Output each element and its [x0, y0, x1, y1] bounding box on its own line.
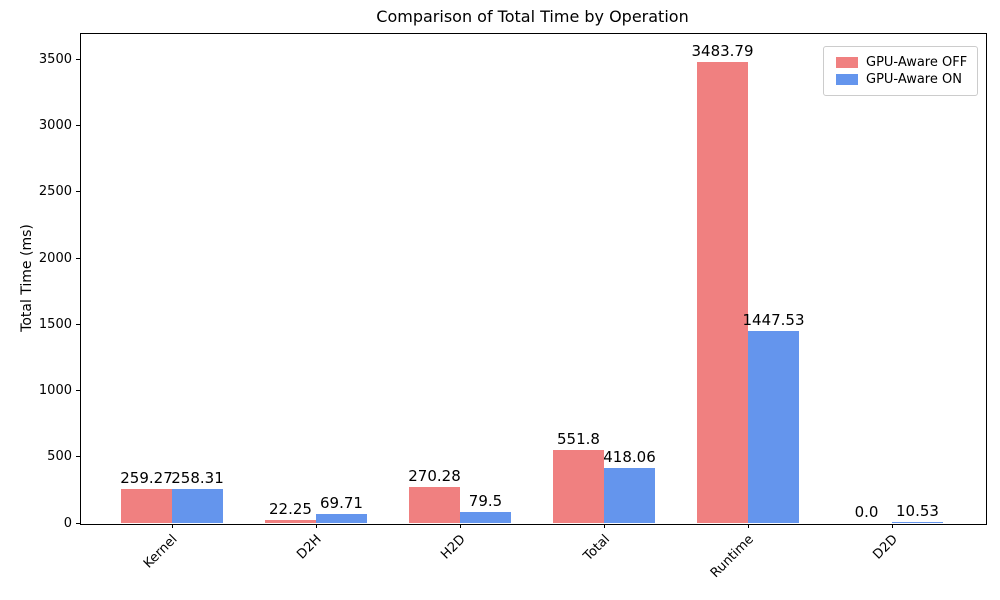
- bar-value-label: 79.5: [468, 492, 503, 511]
- bar-value-label: 0.0: [854, 503, 879, 521]
- bar-gpu-aware-off-total: [553, 449, 604, 523]
- bar-value-label: 270.28: [408, 467, 461, 486]
- bar-value-label: 1447.53: [742, 311, 805, 330]
- x-tick-label: Kernel: [141, 532, 181, 572]
- y-tick-mark: [76, 323, 80, 325]
- bar-value-label: 3483.79: [691, 41, 754, 60]
- x-tick-label: Total: [580, 532, 613, 565]
- y-tick-label: 3500: [38, 51, 72, 67]
- y-tick-label: 1000: [38, 383, 72, 399]
- y-tick-mark: [76, 390, 80, 392]
- x-tick-mark: [171, 524, 173, 528]
- x-tick-label: H2D: [438, 532, 469, 563]
- bar-value-label: 258.31: [171, 468, 224, 487]
- y-tick-label: 500: [47, 449, 72, 465]
- bar-gpu-aware-off-runtime: [697, 61, 748, 523]
- x-tick-label: D2D: [869, 532, 901, 563]
- y-tick-label: 0: [63, 515, 72, 531]
- x-tick-mark: [891, 524, 893, 528]
- y-tick-mark: [76, 522, 80, 524]
- bar-value-label: 259.27: [120, 468, 173, 487]
- legend: GPU-Aware OFF GPU-Aware ON: [823, 46, 978, 96]
- legend-swatch-gpu-aware-off: [836, 57, 858, 68]
- bar-gpu-aware-off-kernel: [121, 488, 172, 523]
- chart-title: Comparison of Total Time by Operation: [376, 7, 689, 26]
- y-tick-mark: [76, 257, 80, 259]
- y-axis-label: Total Time (ms): [19, 224, 35, 332]
- bar-gpu-aware-on-h2d: [460, 512, 511, 523]
- bar-gpu-aware-on-total: [604, 467, 655, 523]
- legend-item: GPU-Aware ON: [836, 72, 971, 87]
- x-tick-mark: [459, 524, 461, 528]
- x-tick-mark: [315, 524, 317, 528]
- y-tick-mark: [76, 456, 80, 458]
- bar-value-label: 418.06: [603, 447, 656, 466]
- x-tick-label: Runtime: [707, 532, 757, 582]
- bar-gpu-aware-on-kernel: [172, 488, 223, 523]
- y-tick-label: 3000: [38, 118, 72, 134]
- legend-swatch-gpu-aware-on: [836, 74, 858, 85]
- plot-area: [80, 33, 987, 525]
- legend-label: GPU-Aware ON: [866, 72, 962, 87]
- bar-gpu-aware-on-d2d: [892, 521, 943, 523]
- y-tick-mark: [76, 125, 80, 127]
- bar-value-label: 69.71: [320, 493, 363, 512]
- bar-gpu-aware-on-runtime: [748, 331, 799, 523]
- y-tick-label: 2500: [38, 184, 72, 200]
- bar-value-label: 22.25: [269, 500, 312, 519]
- bar-gpu-aware-on-d2h: [316, 513, 367, 523]
- x-tick-mark: [603, 524, 605, 528]
- y-tick-label: 1500: [38, 316, 72, 332]
- y-tick-label: 2000: [38, 250, 72, 266]
- bar-gpu-aware-off-h2d: [409, 487, 460, 523]
- y-tick-mark: [76, 58, 80, 60]
- legend-label: GPU-Aware OFF: [866, 55, 968, 70]
- x-tick-label: D2H: [294, 532, 325, 563]
- bar-value-label: 551.8: [557, 429, 600, 448]
- y-tick-mark: [76, 191, 80, 193]
- legend-item: GPU-Aware OFF: [836, 55, 971, 70]
- bar-value-label: 10.53: [896, 501, 939, 520]
- x-tick-mark: [747, 524, 749, 528]
- bar-gpu-aware-off-d2h: [265, 520, 316, 523]
